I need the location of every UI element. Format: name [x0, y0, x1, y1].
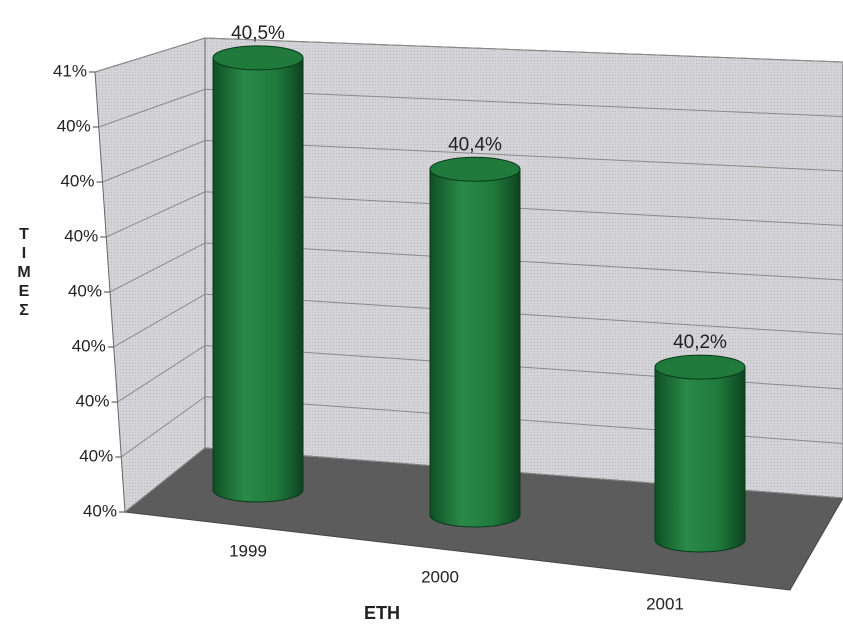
x-tick-label: 2000	[421, 567, 459, 586]
bar	[212, 57, 304, 503]
x-axis-label: ΕΤΗ	[364, 603, 400, 623]
bar-top	[212, 45, 304, 71]
bar	[429, 168, 521, 528]
grid-line	[124, 447, 843, 513]
grid-line	[102, 139, 843, 183]
x-tick-label: 2001	[646, 594, 684, 613]
value-label: 40,4%	[448, 134, 502, 155]
y-tick-label: 40%	[75, 391, 109, 410]
grid-line	[106, 191, 843, 238]
x-tick-label: 1999	[229, 541, 267, 560]
y-tick-label: 40%	[83, 501, 117, 520]
y-tick-label: 40%	[57, 116, 91, 135]
y-axis-label: ΤΙΜΕΣ	[16, 226, 33, 321]
value-label: 40,2%	[673, 332, 727, 353]
y-tick-label: 41%	[53, 61, 87, 80]
bar-top	[654, 354, 746, 380]
y-tick-label: 40%	[72, 336, 106, 355]
grid-line	[113, 293, 843, 348]
y-tick-label: 40%	[60, 171, 94, 190]
grid-line	[117, 344, 843, 403]
y-tick-label: 40%	[64, 226, 98, 245]
y-tick-label: 40%	[68, 281, 102, 300]
grid-line	[120, 396, 843, 458]
grid-line	[94, 37, 843, 73]
grid-line	[98, 88, 843, 128]
bar-top	[429, 156, 521, 182]
value-label: 40,5%	[231, 23, 285, 44]
grid-line	[109, 242, 843, 293]
y-tick-label: 40%	[79, 446, 113, 465]
bar	[654, 366, 746, 553]
